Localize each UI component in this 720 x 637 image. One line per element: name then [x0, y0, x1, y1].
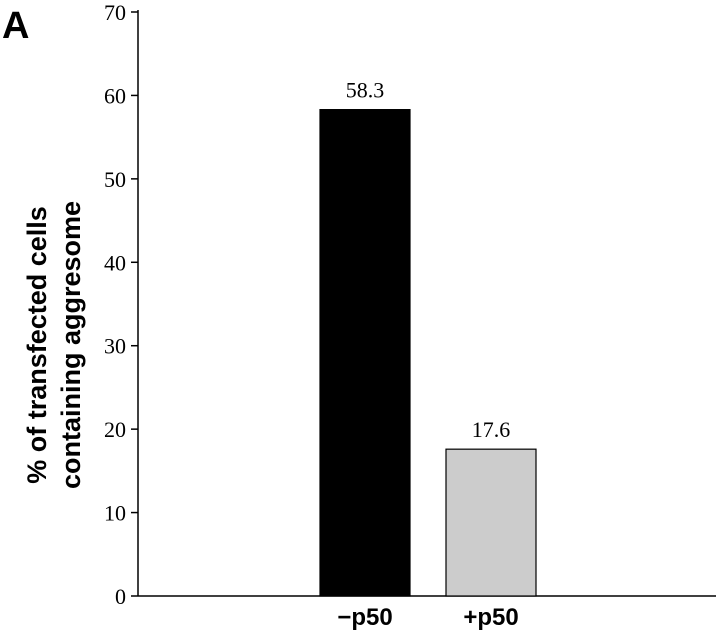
y-axis-title: % of transfected cells containing aggres… — [22, 201, 86, 489]
bar-value-label: 58.3 — [346, 78, 385, 103]
y-tick-label: 20 — [104, 417, 126, 442]
y-tick-label: 70 — [104, 0, 126, 25]
bar-2 — [445, 448, 537, 597]
x-category-label: +p50 — [463, 604, 518, 631]
x-category-label: −p50 — [337, 604, 392, 631]
y-axis-title-line-1: % of transfected cells — [22, 206, 52, 484]
bars — [319, 109, 537, 597]
y-tick-label: 40 — [104, 250, 126, 275]
y-axis-title-line-2: containing aggresome — [56, 201, 86, 489]
y-tick-label: 30 — [104, 334, 126, 359]
value-labels: 58.3 17.6 — [346, 78, 511, 443]
category-labels: −p50 +p50 — [337, 604, 518, 631]
bar-value-label: 17.6 — [472, 417, 511, 442]
bar-1 — [319, 109, 411, 597]
y-tick-label: 50 — [104, 167, 126, 192]
y-tick-label: 0 — [115, 584, 126, 609]
y-tick-label: 10 — [104, 501, 126, 526]
y-ticks: 0 10 20 30 40 50 60 70 — [104, 0, 138, 609]
y-tick-label: 60 — [104, 83, 126, 108]
panel-label: A — [2, 5, 29, 47]
